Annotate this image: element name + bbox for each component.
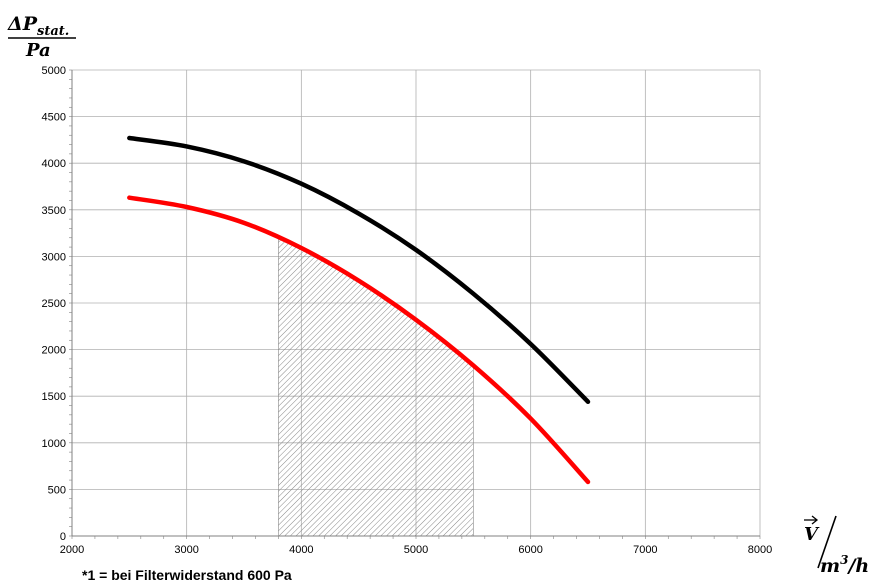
series-layer <box>127 135 591 485</box>
y-tick-label: 1500 <box>42 391 66 403</box>
y-tick-label: 500 <box>48 484 66 496</box>
y-label-sub: stat. <box>37 24 69 39</box>
footnote: *1 = bei Filterwiderstand 600 Pa <box>82 567 292 583</box>
x-label-base: V <box>804 524 820 545</box>
x-tick-label: 8000 <box>748 544 772 556</box>
x-label-slash <box>817 515 837 569</box>
y-tick-label: 0 <box>60 531 66 543</box>
svg-text:m3/h: m3/h <box>820 553 869 577</box>
x-label-unit-exp: 3 <box>840 553 848 567</box>
x-tick-label: 6000 <box>518 544 542 556</box>
x-label-unit-base: m <box>820 555 840 577</box>
shaded-region <box>278 237 474 537</box>
y-tick-label: 4500 <box>42 112 66 124</box>
y-label-base: ΔP <box>7 13 38 35</box>
y-tick-label: 1000 <box>42 438 66 450</box>
y-tick-label: 4000 <box>42 158 66 170</box>
series-line-2 <box>127 195 591 485</box>
y-axis-label: ΔPstat. Pa <box>7 13 76 61</box>
y-tick-label: 2500 <box>42 298 66 310</box>
x-tick-label: 3000 <box>174 544 198 556</box>
y-tick-label: 3000 <box>42 251 66 263</box>
x-tick-label: 4000 <box>289 544 313 556</box>
shaded-region-layer <box>278 237 474 537</box>
x-tick-label: 2000 <box>60 544 84 556</box>
y-label-unit: Pa <box>25 40 51 61</box>
axes: 0 500 1000 1500 2000 2500 3000 3500 4000 4500 5000… <box>42 65 773 556</box>
x-tick-label: 5000 <box>404 544 428 556</box>
x-label-arrowhead <box>811 515 819 525</box>
y-tick-label: 5000 <box>42 65 66 77</box>
y-tick-label: 2000 <box>42 345 66 357</box>
y-tick-label: 3500 <box>42 205 66 217</box>
svg-text:ΔPstat.: ΔPstat. <box>7 13 69 39</box>
x-label-unit-tail: /h <box>846 555 869 577</box>
x-tick-label: 7000 <box>633 544 657 556</box>
series-line-1 <box>127 135 591 405</box>
x-axis-label: V m3/h <box>804 515 869 577</box>
